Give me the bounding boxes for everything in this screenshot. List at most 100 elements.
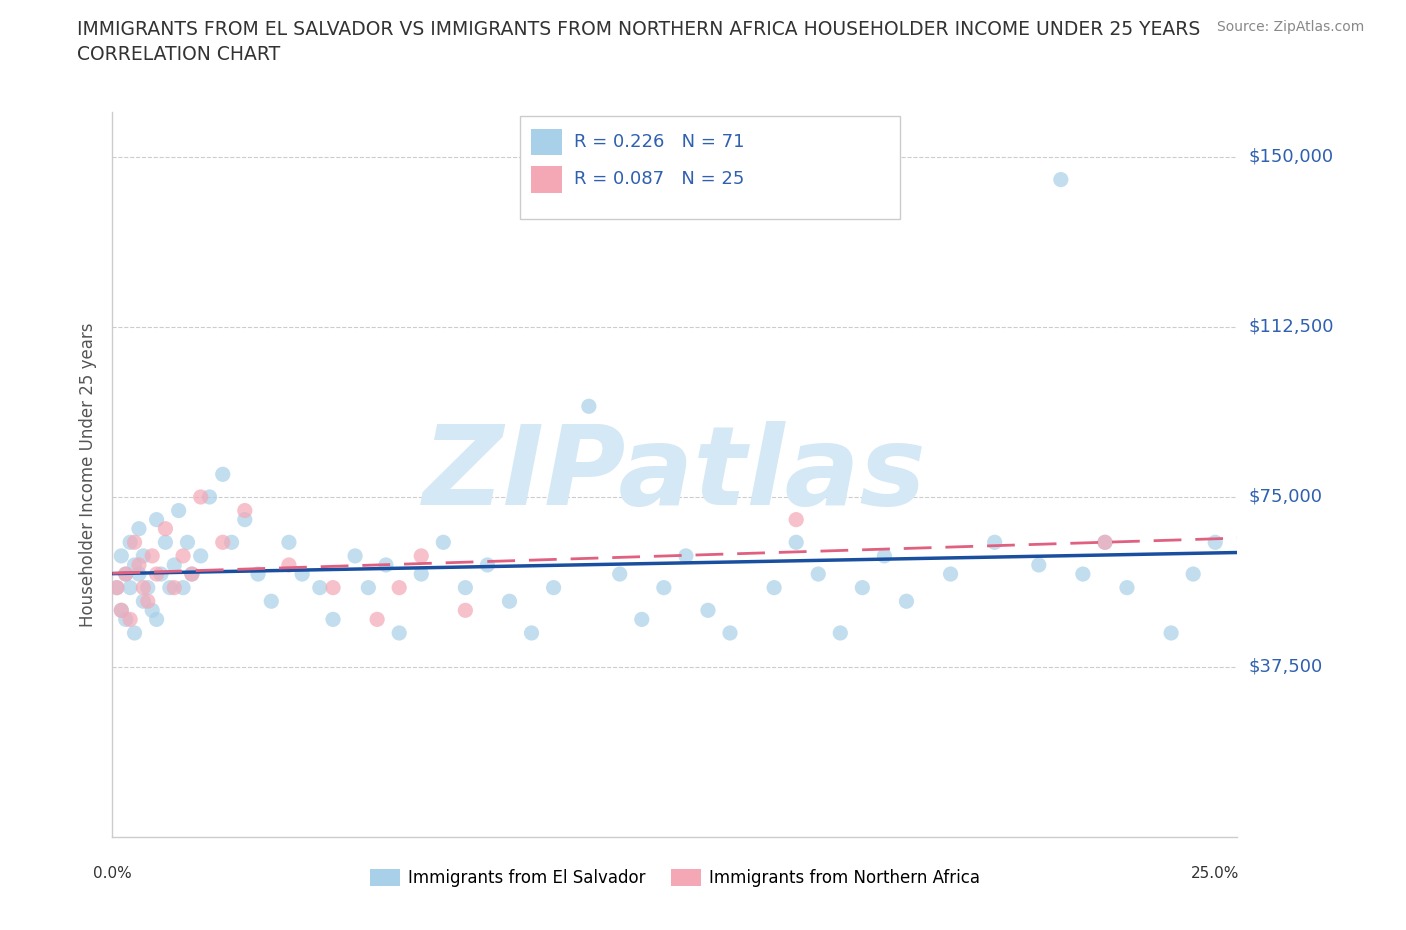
Point — [211, 467, 233, 482]
Point — [105, 580, 128, 595]
Point — [141, 603, 163, 618]
Y-axis label: Householder Income Under 25 years: Householder Income Under 25 years — [79, 322, 97, 627]
Point — [357, 580, 380, 595]
Point — [388, 580, 411, 595]
Point — [120, 580, 142, 595]
Point — [388, 626, 411, 641]
Text: R = 0.087   N = 25: R = 0.087 N = 25 — [574, 170, 744, 189]
Point — [247, 566, 270, 581]
Point — [132, 580, 155, 595]
Point — [163, 558, 186, 573]
Point — [128, 558, 150, 573]
Point — [322, 612, 344, 627]
Point — [159, 580, 181, 595]
Point — [675, 549, 697, 564]
Point — [344, 549, 367, 564]
Point — [1071, 566, 1094, 581]
Point — [180, 566, 202, 581]
Point — [1094, 535, 1116, 550]
Point — [454, 580, 477, 595]
Text: 0.0%: 0.0% — [93, 866, 132, 881]
Point — [172, 549, 194, 564]
Point — [322, 580, 344, 595]
Point — [221, 535, 243, 550]
Point — [807, 566, 830, 581]
Point — [136, 594, 159, 609]
Point — [578, 399, 600, 414]
Point — [145, 612, 167, 627]
Point — [124, 626, 146, 641]
Point — [873, 549, 896, 564]
Point — [896, 594, 918, 609]
Point — [110, 603, 132, 618]
Point — [520, 626, 543, 641]
Point — [830, 626, 852, 641]
Point — [190, 549, 212, 564]
Point — [697, 603, 720, 618]
Point — [211, 535, 233, 550]
Text: $75,000: $75,000 — [1249, 488, 1323, 506]
Point — [785, 535, 807, 550]
Point — [291, 566, 314, 581]
Point — [110, 603, 132, 618]
Point — [477, 558, 499, 573]
Point — [939, 566, 962, 581]
Point — [277, 535, 299, 550]
Point — [785, 512, 807, 527]
Point — [163, 580, 186, 595]
Point — [718, 626, 741, 641]
Point — [190, 489, 212, 504]
Point — [609, 566, 631, 581]
Point — [141, 549, 163, 564]
Point — [155, 535, 177, 550]
Point — [180, 566, 202, 581]
Point — [454, 603, 477, 618]
Point — [1182, 566, 1205, 581]
Point — [498, 594, 520, 609]
Point — [763, 580, 786, 595]
Point — [1116, 580, 1139, 595]
Point — [851, 580, 873, 595]
Point — [114, 612, 136, 627]
Point — [366, 612, 388, 627]
Point — [176, 535, 198, 550]
Point — [120, 535, 142, 550]
Point — [120, 612, 142, 627]
Point — [145, 566, 167, 581]
Point — [233, 503, 256, 518]
Point — [630, 612, 652, 627]
Point — [172, 580, 194, 595]
Point — [308, 580, 330, 595]
Point — [652, 580, 675, 595]
Point — [105, 580, 128, 595]
Point — [1160, 626, 1182, 641]
Point — [198, 489, 221, 504]
Point — [375, 558, 398, 573]
Point — [983, 535, 1005, 550]
Point — [1204, 535, 1226, 550]
Legend: Immigrants from El Salvador, Immigrants from Northern Africa: Immigrants from El Salvador, Immigrants … — [363, 862, 987, 894]
Point — [124, 558, 146, 573]
Point — [128, 566, 150, 581]
Point — [128, 521, 150, 536]
Point — [411, 549, 433, 564]
Text: R = 0.226   N = 71: R = 0.226 N = 71 — [574, 133, 744, 152]
Point — [150, 566, 173, 581]
Text: ZIPatlas: ZIPatlas — [423, 420, 927, 528]
Point — [132, 594, 155, 609]
Point — [543, 580, 565, 595]
Point — [233, 512, 256, 527]
Point — [277, 558, 299, 573]
Point — [110, 549, 132, 564]
Text: $112,500: $112,500 — [1249, 318, 1334, 336]
Point — [1050, 172, 1073, 187]
Point — [1094, 535, 1116, 550]
Point — [114, 566, 136, 581]
Point — [132, 549, 155, 564]
Text: $150,000: $150,000 — [1249, 148, 1333, 166]
Point — [411, 566, 433, 581]
Point — [1028, 558, 1050, 573]
Text: IMMIGRANTS FROM EL SALVADOR VS IMMIGRANTS FROM NORTHERN AFRICA HOUSEHOLDER INCOM: IMMIGRANTS FROM EL SALVADOR VS IMMIGRANT… — [77, 20, 1201, 39]
Point — [260, 594, 283, 609]
Point — [155, 521, 177, 536]
